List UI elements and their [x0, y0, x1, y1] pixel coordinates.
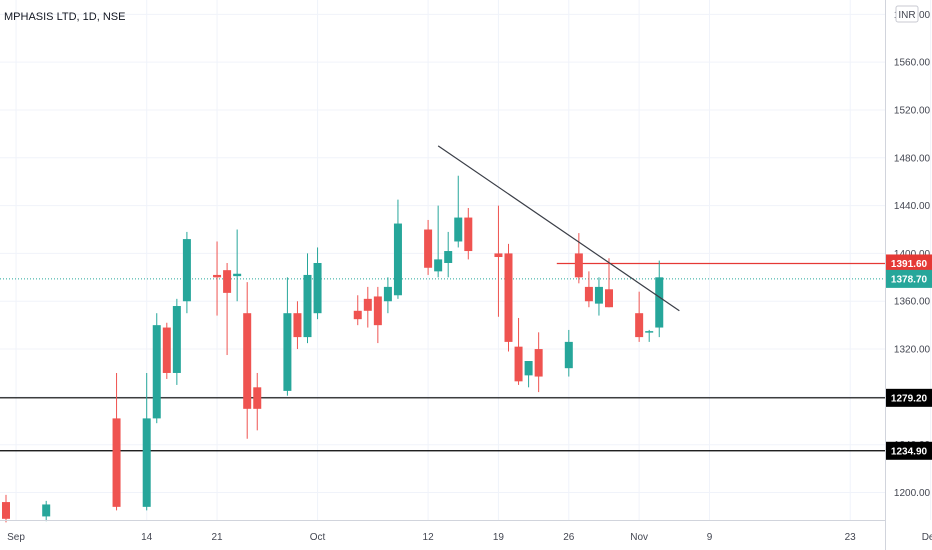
x-tick-label: 21: [211, 532, 223, 543]
candle-body: [283, 313, 292, 391]
candle-body: [514, 346, 523, 382]
candles: [2, 175, 664, 523]
candle-body: [464, 217, 473, 252]
candle-body: [494, 253, 503, 258]
candle-body: [594, 286, 603, 304]
candle-body: [584, 286, 593, 302]
candle-body: [42, 504, 51, 517]
candle-body: [223, 270, 232, 293]
y-tick-label: 1320.00: [894, 345, 931, 356]
candle-body: [233, 273, 242, 277]
price-label-box: [886, 254, 932, 273]
candle-body: [393, 223, 402, 296]
candle-body: [2, 502, 10, 519]
candle-body: [303, 274, 312, 338]
candle-body: [142, 418, 151, 507]
x-tick-label: Sep: [7, 532, 25, 543]
price-label-box: [886, 269, 932, 288]
candle-body: [655, 277, 664, 328]
candle-body: [353, 310, 362, 320]
candle-body: [454, 217, 463, 242]
candle-body: [524, 361, 533, 376]
x-tick-label: 9: [707, 532, 713, 543]
candle-body: [383, 286, 392, 302]
y-tick-label: 1520.00: [894, 105, 931, 116]
candle-body: [112, 418, 121, 507]
symbol-title: MPHASIS LTD, 1D, NSE: [4, 11, 125, 23]
y-tick-label: 1400.00: [894, 249, 931, 260]
y-tick-label: 1480.00: [894, 153, 931, 164]
price-label-box: [886, 441, 932, 460]
candle-body: [564, 341, 573, 369]
candle-body: [635, 313, 644, 338]
candle-body: [172, 306, 181, 373]
y-tick-label: 1440.00: [894, 201, 931, 212]
price-label-box: [886, 388, 932, 407]
candle-body: [434, 259, 443, 272]
price-labels: 1391.60 1378.70 1279.20 1234.90: [886, 254, 932, 460]
candle-body: [152, 325, 161, 419]
x-tick-label: 26: [563, 532, 575, 543]
x-tick-label: 14: [141, 532, 153, 543]
x-tick-label: 19: [493, 532, 505, 543]
y-tick-label: 1560.00: [894, 58, 931, 69]
candle-body: [605, 289, 613, 308]
candle-body: [534, 349, 543, 377]
candle-body: [504, 253, 513, 342]
currency-label: INR: [898, 10, 915, 21]
candle-body: [444, 251, 453, 263]
price-label-text: 1378.70: [891, 274, 928, 285]
candle-body: [182, 239, 191, 302]
price-label-text: 1391.60: [891, 259, 928, 270]
candle-body: [373, 296, 382, 326]
candle-body: [363, 298, 372, 311]
candle-body: [574, 253, 583, 278]
x-tick-label: 23: [845, 532, 857, 543]
y-tick-label: 1200.00: [894, 488, 931, 499]
candle-body: [243, 313, 252, 409]
x-tick-label: 12: [423, 532, 435, 543]
trendline: [437, 145, 680, 312]
currency-badge[interactable]: [895, 5, 919, 23]
candle-body: [424, 229, 433, 268]
price-label-text: 1279.20: [891, 393, 928, 404]
candle-body: [313, 262, 322, 314]
price-label-text: 1234.90: [891, 446, 928, 457]
x-tick-label: Oct: [310, 532, 326, 543]
candle-body: [293, 313, 302, 338]
x-tick-label: Nov: [630, 532, 648, 543]
x-tick-label: Dec: [922, 532, 932, 543]
candle-body: [253, 387, 262, 409]
candle-body: [213, 274, 222, 278]
y-tick-label: 1360.00: [894, 297, 931, 308]
candle-body: [162, 327, 171, 373]
trendline-group: [437, 145, 680, 312]
candle-body: [645, 331, 654, 333]
